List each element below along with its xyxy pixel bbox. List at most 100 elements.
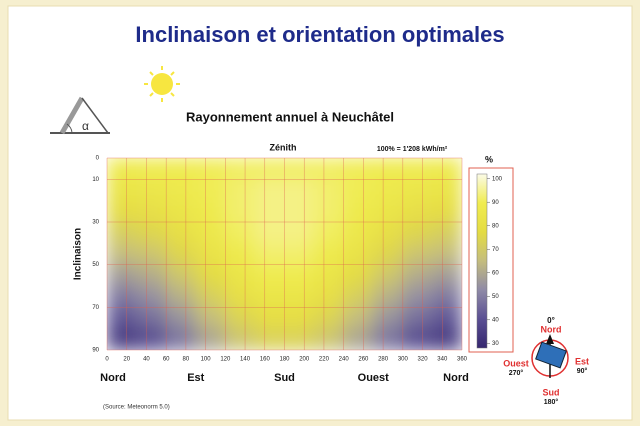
heat-cell bbox=[166, 179, 197, 201]
heat-cell bbox=[107, 158, 138, 180]
heat-cell bbox=[284, 328, 315, 350]
compass-east: Est bbox=[575, 356, 589, 366]
heat-cell bbox=[343, 264, 374, 286]
heat-cell bbox=[254, 179, 285, 201]
heat-cell bbox=[225, 328, 256, 350]
heat-cell bbox=[314, 222, 345, 244]
heat-cell bbox=[343, 286, 374, 308]
x-tick-label: 60 bbox=[163, 357, 170, 363]
colorbar-tick-label: 50 bbox=[492, 294, 499, 300]
heat-cell bbox=[402, 307, 433, 329]
colorbar-tick-label: 80 bbox=[492, 223, 499, 229]
heat-cell bbox=[136, 328, 167, 350]
colorbar-tick-label: 70 bbox=[492, 247, 499, 253]
heat-cell bbox=[254, 200, 285, 222]
heat-cell bbox=[195, 243, 226, 265]
colorbar-tick-label: 100 bbox=[492, 176, 503, 182]
heat-cell bbox=[402, 222, 433, 244]
heat-cell bbox=[254, 307, 285, 329]
x-tick-label: 160 bbox=[260, 357, 271, 363]
x-tick-label: 280 bbox=[378, 357, 389, 363]
compass-north: Nord bbox=[541, 324, 562, 334]
heat-cell bbox=[284, 158, 315, 180]
heat-cell bbox=[373, 222, 404, 244]
heat-cell bbox=[402, 328, 433, 350]
heat-cell bbox=[166, 307, 197, 329]
x-tick-label: 20 bbox=[123, 357, 130, 363]
heat-cell bbox=[432, 222, 463, 244]
heat-cell bbox=[136, 264, 167, 286]
heat-cell bbox=[136, 158, 167, 180]
heat-cell bbox=[225, 264, 256, 286]
heat-cell bbox=[343, 307, 374, 329]
heat-cell bbox=[314, 264, 345, 286]
heat-cell bbox=[254, 328, 285, 350]
heat-cell bbox=[314, 200, 345, 222]
heat-cell bbox=[254, 222, 285, 244]
heat-cell bbox=[432, 243, 463, 265]
x-tick-label: 320 bbox=[418, 357, 429, 363]
heat-cell bbox=[195, 264, 226, 286]
heat-cell bbox=[195, 328, 226, 350]
direction-label: Sud bbox=[274, 372, 295, 384]
heat-cell bbox=[343, 243, 374, 265]
x-tick-label: 80 bbox=[183, 357, 190, 363]
heat-cell bbox=[195, 179, 226, 201]
x-tick-label: 340 bbox=[437, 357, 448, 363]
heat-cell bbox=[432, 200, 463, 222]
heat-cell bbox=[225, 158, 256, 180]
heat-cell bbox=[373, 200, 404, 222]
source: (Source: Meteonorm 5.0) bbox=[103, 405, 170, 411]
heat-cell bbox=[107, 328, 138, 350]
heat-cell bbox=[314, 179, 345, 201]
heat-cell bbox=[166, 286, 197, 308]
heat-cell bbox=[284, 243, 315, 265]
x-tick-label: 260 bbox=[358, 357, 369, 363]
heat-cell bbox=[402, 264, 433, 286]
heat-cell bbox=[373, 243, 404, 265]
heat-cell bbox=[225, 286, 256, 308]
heat-cell bbox=[373, 179, 404, 201]
heat-cell bbox=[107, 200, 138, 222]
direction-label: Est bbox=[187, 372, 204, 384]
colorbar-tick-label: 40 bbox=[492, 317, 499, 323]
heat-cell bbox=[284, 179, 315, 201]
heat-cell bbox=[373, 264, 404, 286]
heat-cell bbox=[136, 179, 167, 201]
heat-cell bbox=[254, 264, 285, 286]
heat-cell bbox=[166, 243, 197, 265]
heat-cell bbox=[166, 222, 197, 244]
heat-cell bbox=[136, 222, 167, 244]
heat-cell bbox=[136, 307, 167, 329]
heat-cell bbox=[314, 286, 345, 308]
direction-label: Nord bbox=[100, 372, 126, 384]
x-tick-label: 360 bbox=[457, 357, 468, 363]
heat-cell bbox=[136, 286, 167, 308]
heat-cell bbox=[284, 264, 315, 286]
heat-cell bbox=[373, 158, 404, 180]
chart-subtitle: Zénith bbox=[270, 142, 297, 152]
x-tick-label: 140 bbox=[240, 357, 251, 363]
heat-cell bbox=[373, 286, 404, 308]
colorbar-tick-label: 90 bbox=[492, 200, 499, 206]
heat-cell bbox=[432, 328, 463, 350]
chart-title: Rayonnement annuel à Neuchâtel bbox=[186, 109, 394, 124]
heat-cell bbox=[107, 307, 138, 329]
x-tick-label: 200 bbox=[299, 357, 310, 363]
y-tick-label: 90 bbox=[92, 348, 99, 354]
heat-cell bbox=[284, 307, 315, 329]
heat-cell bbox=[432, 286, 463, 308]
heat-cell bbox=[107, 286, 138, 308]
heat-cell bbox=[225, 243, 256, 265]
heat-cell bbox=[314, 328, 345, 350]
heat-cell bbox=[136, 200, 167, 222]
heat-cell bbox=[195, 307, 226, 329]
colorbar-label: % bbox=[485, 154, 493, 164]
heat-cell bbox=[343, 328, 374, 350]
alpha-label: α bbox=[82, 119, 89, 133]
heat-cell bbox=[432, 179, 463, 201]
x-tick-label: 40 bbox=[143, 357, 150, 363]
heat-cell bbox=[373, 307, 404, 329]
heat-cell bbox=[225, 179, 256, 201]
heat-cell bbox=[402, 286, 433, 308]
